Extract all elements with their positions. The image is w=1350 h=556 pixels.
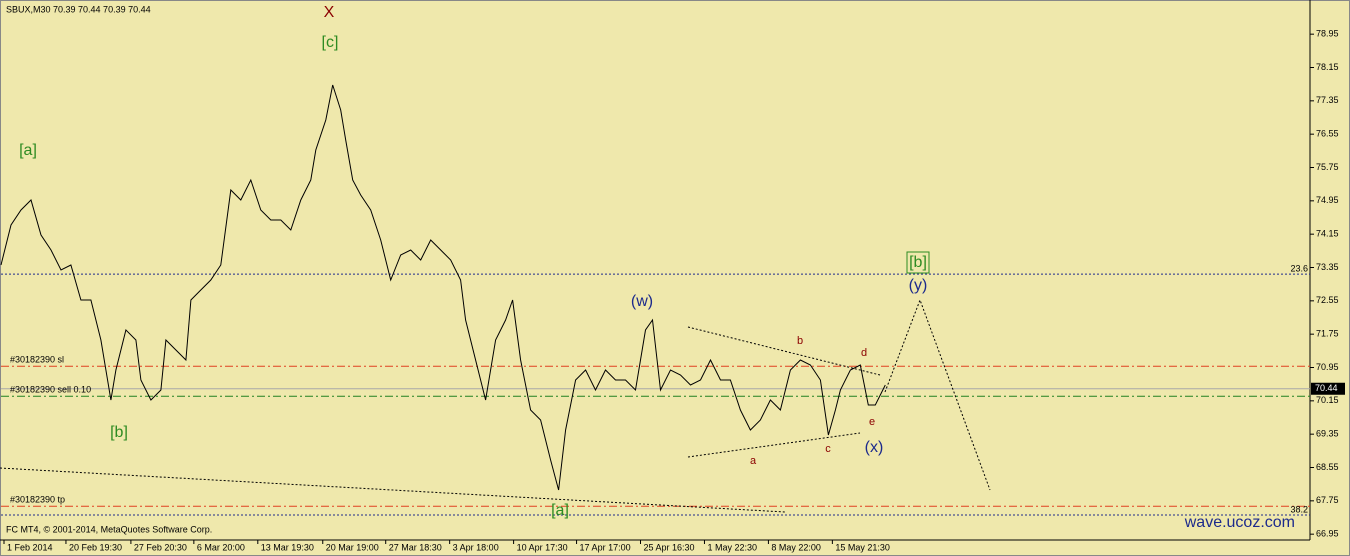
y-tick-label: 74.15 <box>1316 229 1339 239</box>
watermark: wave.ucoz.com <box>1184 514 1295 531</box>
annotation: [a] <box>551 502 569 519</box>
annotation: [a] <box>19 142 37 159</box>
x-tick-label: 8 May 22:00 <box>771 542 821 552</box>
x-tick-label: 1 May 22:30 <box>707 542 757 552</box>
plot <box>0 84 1310 516</box>
last-price-box <box>1311 382 1345 395</box>
x-tick-label: 6 Mar 20:00 <box>197 542 245 552</box>
trend-lines <box>0 298 991 513</box>
chart-title: SBUX,M30 70.39 70.44 70.39 70.44 <box>6 4 151 14</box>
y-tick-label: 67.75 <box>1316 495 1339 505</box>
x-tick-label: 1 Feb 2014 <box>7 542 53 552</box>
annotation: e <box>869 416 875 428</box>
annotation: (y) <box>909 277 928 294</box>
level-label: #30182390 tp <box>10 495 65 505</box>
annotation: (x) <box>865 439 884 456</box>
x-tick-label: 25 Apr 16:30 <box>644 542 695 552</box>
copyright: FC MT4, © 2001-2014, MetaQuotes Software… <box>6 524 212 534</box>
y-tick-label: 77.35 <box>1316 95 1339 105</box>
x-tick-label: 13 Mar 19:30 <box>261 542 314 552</box>
y-tick-label: 70.15 <box>1316 395 1339 405</box>
triangle-lower <box>687 432 861 458</box>
x-tick-label: 27 Mar 18:30 <box>389 542 442 552</box>
x-tick-label: 10 Apr 17:30 <box>517 542 568 552</box>
long-trend <box>0 467 786 513</box>
annotation-box <box>906 251 930 274</box>
annotation: [b] <box>110 424 128 441</box>
level-label: 23.6 <box>1290 264 1308 274</box>
projection <box>884 298 991 491</box>
annotation: b <box>797 335 803 347</box>
level-label: 38.2 <box>1290 504 1308 514</box>
level-label: #30182390 sl <box>10 355 64 365</box>
y-tick-label: 71.75 <box>1316 329 1339 339</box>
y-tick-label: 74.95 <box>1316 195 1339 205</box>
level-label: #30182390 sell 0.10 <box>10 385 91 395</box>
price-line <box>0 84 886 491</box>
y-tick-label: 70.95 <box>1316 362 1339 372</box>
annotation: X <box>324 4 335 21</box>
y-tick-label: 76.55 <box>1316 129 1339 139</box>
annotation: c <box>825 443 831 455</box>
y-tick-label: 66.95 <box>1316 529 1339 539</box>
y-tick-label: 75.75 <box>1316 162 1339 172</box>
annotation: d <box>861 347 867 359</box>
last-price-label: 70.44 <box>1315 383 1338 393</box>
x-tick-label: 20 Feb 19:30 <box>69 542 122 552</box>
triangle-upper <box>687 326 881 376</box>
x-tick-label: 15 May 21:30 <box>835 542 890 552</box>
annotation: [b] <box>909 254 927 271</box>
x-tick-label: 27 Feb 20:30 <box>134 542 187 552</box>
y-tick-label: 72.55 <box>1316 295 1339 305</box>
x-tick-label: 3 Apr 18:00 <box>453 542 499 552</box>
annotation: a <box>750 455 757 467</box>
x-tick-label: 20 Mar 19:00 <box>326 542 379 552</box>
y-tick-label: 73.35 <box>1316 262 1339 272</box>
y-tick-label: 68.55 <box>1316 462 1339 472</box>
y-tick-label: 69.35 <box>1316 429 1339 439</box>
annotation: (w) <box>631 293 653 310</box>
annotation: [c] <box>322 34 339 51</box>
y-tick-label: 78.15 <box>1316 62 1339 72</box>
x-tick-label: 17 Apr 17:00 <box>580 542 631 552</box>
y-tick-label: 78.95 <box>1316 29 1339 39</box>
